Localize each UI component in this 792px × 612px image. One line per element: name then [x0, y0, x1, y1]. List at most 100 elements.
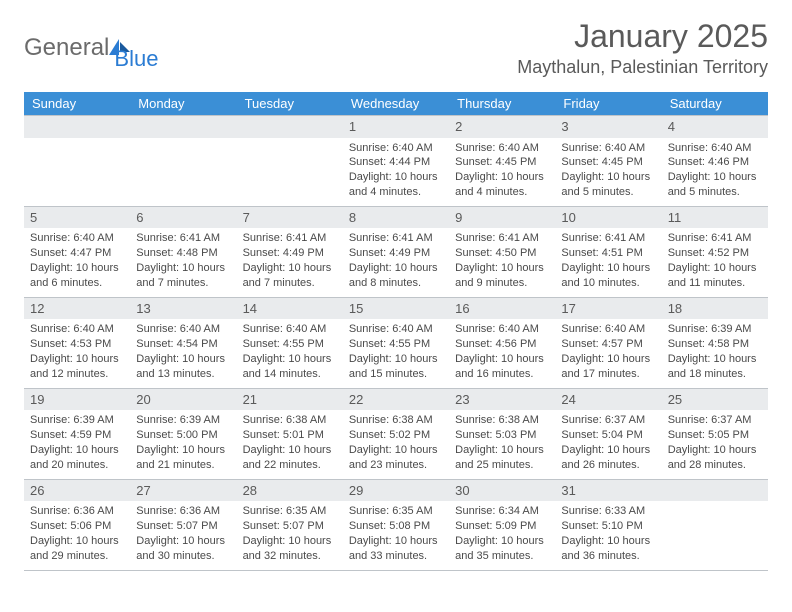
sunset-text: Sunset: 4:56 PM: [455, 337, 549, 352]
sunrise-text: Sunrise: 6:40 AM: [561, 322, 655, 337]
week-row: 19Sunrise: 6:39 AMSunset: 4:59 PMDayligh…: [24, 388, 768, 479]
sunset-text: Sunset: 5:02 PM: [349, 428, 443, 443]
day-number: 19: [24, 389, 130, 411]
day-cell: 25Sunrise: 6:37 AMSunset: 5:05 PMDayligh…: [662, 389, 768, 479]
day-cell: 1Sunrise: 6:40 AMSunset: 4:44 PMDaylight…: [343, 116, 449, 206]
day-number: 14: [237, 298, 343, 320]
day-cell: 5Sunrise: 6:40 AMSunset: 4:47 PMDaylight…: [24, 207, 130, 297]
sunset-text: Sunset: 5:03 PM: [455, 428, 549, 443]
location: Maythalun, Palestinian Territory: [517, 57, 768, 78]
daylight-text: Daylight: 10 hours and 20 minutes.: [30, 443, 124, 473]
week-row: 5Sunrise: 6:40 AMSunset: 4:47 PMDaylight…: [24, 206, 768, 297]
dow-thursday: Thursday: [449, 92, 555, 115]
sunset-text: Sunset: 5:06 PM: [30, 519, 124, 534]
day-body: Sunrise: 6:37 AMSunset: 5:04 PMDaylight:…: [555, 410, 661, 478]
day-cell: 12Sunrise: 6:40 AMSunset: 4:53 PMDayligh…: [24, 298, 130, 388]
day-number: 25: [662, 389, 768, 411]
day-number: 23: [449, 389, 555, 411]
day-number: 16: [449, 298, 555, 320]
sunset-text: Sunset: 4:55 PM: [349, 337, 443, 352]
daylight-text: Daylight: 10 hours and 4 minutes.: [349, 170, 443, 200]
sunrise-text: Sunrise: 6:34 AM: [455, 504, 549, 519]
day-body: Sunrise: 6:40 AMSunset: 4:47 PMDaylight:…: [24, 228, 130, 296]
daylight-text: Daylight: 10 hours and 16 minutes.: [455, 352, 549, 382]
day-cell: 2Sunrise: 6:40 AMSunset: 4:45 PMDaylight…: [449, 116, 555, 206]
day-number: 10: [555, 207, 661, 229]
dow-monday: Monday: [130, 92, 236, 115]
day-cell: [662, 480, 768, 570]
day-number: 17: [555, 298, 661, 320]
day-cell: 26Sunrise: 6:36 AMSunset: 5:06 PMDayligh…: [24, 480, 130, 570]
sunrise-text: Sunrise: 6:38 AM: [243, 413, 337, 428]
sunset-text: Sunset: 4:45 PM: [455, 155, 549, 170]
day-body: Sunrise: 6:40 AMSunset: 4:54 PMDaylight:…: [130, 319, 236, 387]
day-cell: 23Sunrise: 6:38 AMSunset: 5:03 PMDayligh…: [449, 389, 555, 479]
sunrise-text: Sunrise: 6:40 AM: [561, 141, 655, 156]
daylight-text: Daylight: 10 hours and 10 minutes.: [561, 261, 655, 291]
day-number: [130, 116, 236, 138]
day-of-week-header: SundayMondayTuesdayWednesdayThursdayFrid…: [24, 92, 768, 115]
daylight-text: Daylight: 10 hours and 29 minutes.: [30, 534, 124, 564]
day-body: Sunrise: 6:41 AMSunset: 4:48 PMDaylight:…: [130, 228, 236, 296]
day-number: 24: [555, 389, 661, 411]
day-body: Sunrise: 6:41 AMSunset: 4:52 PMDaylight:…: [662, 228, 768, 296]
logo-word2: Blue: [114, 46, 158, 72]
sunrise-text: Sunrise: 6:40 AM: [136, 322, 230, 337]
dow-friday: Friday: [555, 92, 661, 115]
week-row: 1Sunrise: 6:40 AMSunset: 4:44 PMDaylight…: [24, 115, 768, 206]
sunset-text: Sunset: 4:55 PM: [243, 337, 337, 352]
day-number: 12: [24, 298, 130, 320]
sunset-text: Sunset: 4:50 PM: [455, 246, 549, 261]
day-cell: 7Sunrise: 6:41 AMSunset: 4:49 PMDaylight…: [237, 207, 343, 297]
day-number: 3: [555, 116, 661, 138]
day-body: Sunrise: 6:40 AMSunset: 4:45 PMDaylight:…: [449, 138, 555, 206]
day-body: Sunrise: 6:38 AMSunset: 5:02 PMDaylight:…: [343, 410, 449, 478]
day-number: 22: [343, 389, 449, 411]
sunset-text: Sunset: 4:51 PM: [561, 246, 655, 261]
day-number: 1: [343, 116, 449, 138]
day-cell: 30Sunrise: 6:34 AMSunset: 5:09 PMDayligh…: [449, 480, 555, 570]
day-body: Sunrise: 6:33 AMSunset: 5:10 PMDaylight:…: [555, 501, 661, 569]
daylight-text: Daylight: 10 hours and 12 minutes.: [30, 352, 124, 382]
day-body: Sunrise: 6:41 AMSunset: 4:50 PMDaylight:…: [449, 228, 555, 296]
day-number: 15: [343, 298, 449, 320]
sunset-text: Sunset: 5:04 PM: [561, 428, 655, 443]
day-number: 30: [449, 480, 555, 502]
sunset-text: Sunset: 4:53 PM: [30, 337, 124, 352]
day-number: 11: [662, 207, 768, 229]
day-number: 6: [130, 207, 236, 229]
day-number: 20: [130, 389, 236, 411]
day-body: Sunrise: 6:36 AMSunset: 5:07 PMDaylight:…: [130, 501, 236, 569]
day-cell: 21Sunrise: 6:38 AMSunset: 5:01 PMDayligh…: [237, 389, 343, 479]
sunset-text: Sunset: 5:09 PM: [455, 519, 549, 534]
day-cell: 10Sunrise: 6:41 AMSunset: 4:51 PMDayligh…: [555, 207, 661, 297]
sunrise-text: Sunrise: 6:33 AM: [561, 504, 655, 519]
sunrise-text: Sunrise: 6:40 AM: [349, 322, 443, 337]
daylight-text: Daylight: 10 hours and 11 minutes.: [668, 261, 762, 291]
sunset-text: Sunset: 4:48 PM: [136, 246, 230, 261]
day-cell: 22Sunrise: 6:38 AMSunset: 5:02 PMDayligh…: [343, 389, 449, 479]
daylight-text: Daylight: 10 hours and 36 minutes.: [561, 534, 655, 564]
header: General Blue January 2025 Maythalun, Pal…: [24, 18, 768, 78]
day-number: 9: [449, 207, 555, 229]
day-body: Sunrise: 6:34 AMSunset: 5:09 PMDaylight:…: [449, 501, 555, 569]
daylight-text: Daylight: 10 hours and 26 minutes.: [561, 443, 655, 473]
daylight-text: Daylight: 10 hours and 33 minutes.: [349, 534, 443, 564]
day-body: Sunrise: 6:40 AMSunset: 4:56 PMDaylight:…: [449, 319, 555, 387]
day-body: Sunrise: 6:35 AMSunset: 5:08 PMDaylight:…: [343, 501, 449, 569]
day-cell: 18Sunrise: 6:39 AMSunset: 4:58 PMDayligh…: [662, 298, 768, 388]
sunrise-text: Sunrise: 6:39 AM: [668, 322, 762, 337]
day-number: 18: [662, 298, 768, 320]
daylight-text: Daylight: 10 hours and 5 minutes.: [668, 170, 762, 200]
sunrise-text: Sunrise: 6:35 AM: [243, 504, 337, 519]
day-cell: 3Sunrise: 6:40 AMSunset: 4:45 PMDaylight…: [555, 116, 661, 206]
daylight-text: Daylight: 10 hours and 9 minutes.: [455, 261, 549, 291]
sunrise-text: Sunrise: 6:36 AM: [136, 504, 230, 519]
sunset-text: Sunset: 4:47 PM: [30, 246, 124, 261]
logo: General Blue: [24, 24, 158, 72]
day-cell: 20Sunrise: 6:39 AMSunset: 5:00 PMDayligh…: [130, 389, 236, 479]
day-number: 5: [24, 207, 130, 229]
day-body: Sunrise: 6:36 AMSunset: 5:06 PMDaylight:…: [24, 501, 130, 569]
sunrise-text: Sunrise: 6:35 AM: [349, 504, 443, 519]
sunrise-text: Sunrise: 6:41 AM: [455, 231, 549, 246]
